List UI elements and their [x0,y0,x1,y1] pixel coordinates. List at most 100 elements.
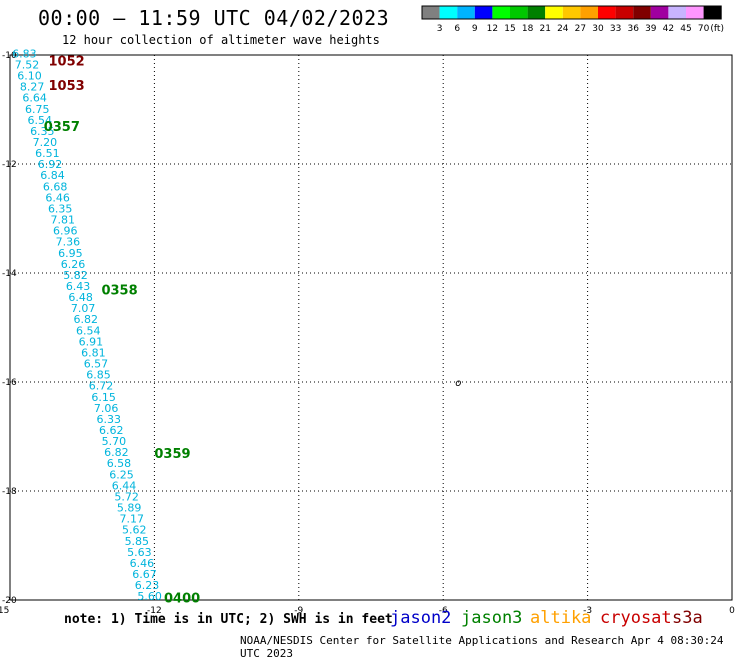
scale-label: 18 [522,24,534,34]
scale-label: 12 [487,24,498,34]
map-subtitle: 12 hour collection of altimeter wave hei… [62,33,380,47]
scale-label: 27 [575,24,586,34]
scale-label: (ft) [710,24,724,34]
swh-value: 5.82 [63,269,88,282]
swh-value: 6.92 [38,158,63,171]
color-scale: 3 6 9 12 15 18 21 24 27 30 33 36 39 42 45 70 (ft) [421,5,724,34]
y-tick-label: -16 [2,378,17,388]
scale-swatch [562,6,581,19]
scale-swatch [633,6,651,19]
swh-value: 6.82 [104,446,129,459]
swh-value: 5.72 [114,490,139,503]
swh-value: 7.36 [56,236,81,249]
x-tick-label: -3 [583,606,592,616]
x-tick-label: -6 [439,606,448,616]
swh-value: 6.25 [109,468,134,481]
swh-value: 6.26 [61,258,86,271]
scale-label: 3 [437,24,443,34]
scale-label: 42 [663,24,674,34]
swh-value: 6.81 [81,346,106,359]
swh-value: 7.07 [71,302,96,315]
scale-swatch [510,6,528,19]
swh-value: 8.27 [20,81,45,94]
legend-cryosat: cryosat [600,608,672,628]
swh-value: 6.85 [86,369,111,382]
scale-label: 6 [454,24,460,34]
scale-swatch [598,6,616,19]
y-tick-label: -20 [2,596,17,606]
swh-value: 5.63 [127,546,152,559]
swh-value: 6.91 [79,335,104,348]
time-label: 0357 [44,120,80,135]
legend-jason3: jason3 [461,608,523,628]
map-frame [9,54,733,601]
swh-value: 5.89 [117,502,142,515]
swh-value: 6.35 [30,125,55,138]
swh-value: 6.67 [132,568,157,581]
scale-label: 30 [592,24,604,34]
scale-label: 33 [610,24,621,34]
swh-value: 6.75 [25,103,50,116]
swh-value: 6.83 [12,47,37,60]
swh-value: 6.68 [43,180,68,193]
swh-value: 6.54 [76,324,101,337]
swh-value: 6.15 [91,391,116,404]
scale-label: 36 [627,24,639,34]
swh-value: 5.70 [102,435,127,448]
swh-value: 7.20 [33,136,58,149]
time-label: 1052 [49,54,85,69]
swh-value: 6.35 [48,202,73,215]
scale-label: 21 [539,24,550,34]
legend-altika: altika [530,608,592,628]
swh-value: 6.95 [58,247,83,260]
time-label: 0358 [101,283,137,298]
x-tick-label: -15 [0,606,9,616]
swh-value: 7.52 [15,58,40,71]
scale-swatch [686,6,704,19]
map-title: 00:00 – 11:59 UTC 04/02/2023 [38,6,390,30]
swh-value: 7.17 [119,513,144,526]
y-tick-label: -14 [2,269,17,279]
y-tick-label: -12 [2,160,17,170]
scale-label: 9 [472,24,478,34]
scale-swatch [668,6,686,19]
time-label: 1053 [49,79,85,94]
scale-label: 70 [698,24,710,34]
swh-value: 6.51 [35,147,60,160]
swh-value: 6.82 [73,313,98,326]
swh-value: 6.48 [68,291,93,304]
scale-swatch [439,6,458,19]
swh-value: 6.46 [45,191,70,204]
time-label: 0359 [154,447,190,462]
swh-value: 5.85 [125,535,150,548]
swh-value: 6.33 [96,413,121,426]
scale-swatch [615,6,634,19]
swh-value: 6.62 [99,424,124,437]
swh-value: 6.72 [89,380,114,393]
swh-value: 6.44 [112,479,137,492]
scale-swatch [650,6,669,19]
scale-swatch [457,6,475,19]
x-tick-label: -9 [294,606,303,616]
swh-value: 6.58 [107,457,132,470]
swh-value: 6.23 [135,579,160,592]
x-tick-label: -12 [147,606,162,616]
scale-swatch [580,6,598,19]
swh-value: 6.84 [40,169,65,182]
swh-value: 5.60 [137,590,162,603]
scale-border [421,5,722,20]
swh-value: 6.64 [22,92,47,105]
scale-swatch [545,6,563,19]
scale-swatch [703,6,722,19]
swh-value: 7.81 [51,214,76,227]
scale-label: 39 [645,24,657,34]
scale-label: 24 [557,24,569,34]
scale-label: 15 [504,24,515,34]
legend-s3a: s3a [672,608,703,628]
time-label: 0400 [164,591,200,606]
footnote: note: 1) Time is in UTC; 2) SWH is in fe… [64,612,393,627]
swh-value: 6.54 [28,114,53,127]
swh-value: 6.57 [84,358,109,371]
legend-jason2: jason2 [390,608,452,628]
